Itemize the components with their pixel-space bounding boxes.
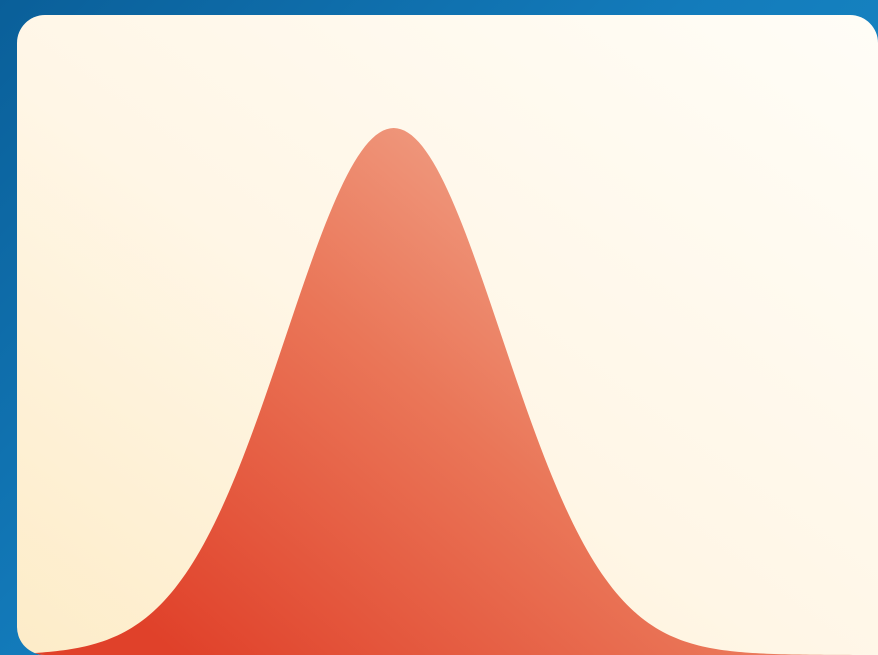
chart-card (17, 15, 878, 655)
normal-distribution-area (17, 128, 878, 655)
bell-curve-chart (17, 128, 878, 655)
